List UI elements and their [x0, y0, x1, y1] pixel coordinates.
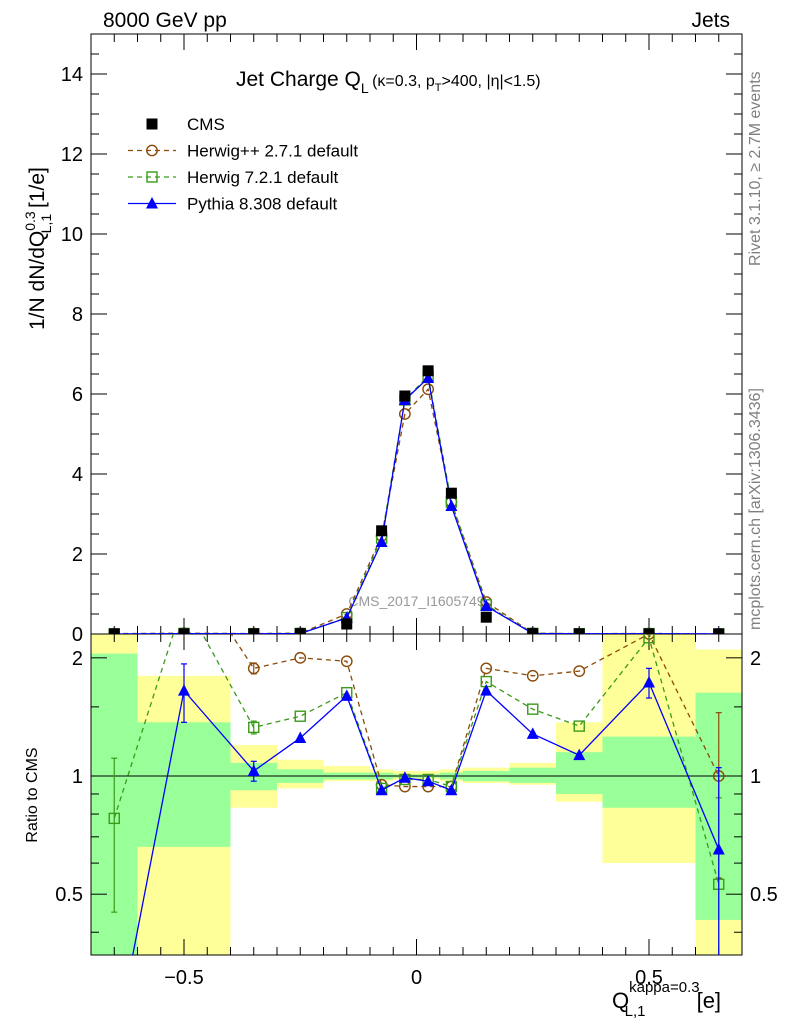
- main-point-cms: [178, 628, 190, 634]
- ratio-y-tick-label-right: 1: [750, 766, 761, 788]
- main-point-cms: [422, 365, 434, 377]
- ratio-point-herwig-2-7-1-default: [109, 557, 119, 567]
- ratio-y-tick-label-left: 0.5: [55, 884, 83, 906]
- ratio-x-tick-label: −0.5: [164, 967, 203, 989]
- main-series-cms: [108, 365, 725, 634]
- ratio-y-tick-label-left: 1: [72, 766, 83, 788]
- main-point-cms: [376, 525, 388, 537]
- legend-marker: [146, 118, 158, 130]
- main-y-tick-label: 6: [72, 384, 83, 406]
- main-y-tick-label: 2: [72, 544, 83, 566]
- main-y-tick-label: 0: [72, 624, 83, 646]
- legend-entry-label: Herwig++ 2.7.1 default: [187, 142, 358, 161]
- main-point-herwig-2-7-1-default: [398, 408, 411, 420]
- main-point-cms: [399, 390, 411, 402]
- ratio-line-herwig-2-7-1-default: [230, 634, 720, 788]
- ratio-point-herwig-2-7-1-default: [480, 662, 493, 675]
- ratio-point-pythia-8-308-default: [398, 771, 411, 783]
- energy-label: 8000 GeV pp: [103, 9, 227, 32]
- main-point-cms: [108, 628, 120, 634]
- ratio-point-herwig-7-2-1-default: [643, 634, 655, 644]
- ratio-line-herwig-7-2-1-default: [113, 634, 720, 885]
- ratio-point-herwig-2-7-1-default: [340, 655, 353, 668]
- analysis-watermark: CMS_2017_I1605749: [348, 593, 484, 609]
- main-y-tick-label: 12: [61, 144, 83, 166]
- main-point-pythia-8-308-default: [480, 599, 493, 611]
- ratio-x-tick-label: 0.5: [635, 967, 663, 989]
- ratio-series-pythia-8-308-default: [132, 663, 725, 955]
- process-label: Jets: [691, 9, 730, 32]
- ratio-y-tick-label-left: 2: [72, 648, 83, 670]
- ratio-point-pythia-8-308-default: [445, 783, 458, 796]
- ratio-x-tick-label: 0: [411, 967, 422, 989]
- main-y-axis-label: 1/N dN/dQ0.3L,1 [1/e]: [22, 167, 54, 330]
- ratio-y-tick-label-right: 2: [750, 648, 761, 670]
- ratio-x-axis-label: Qkappa=0.3 L,1 [e]: [612, 979, 721, 1020]
- ratio-point-herwig-2-7-1-default: [247, 662, 260, 675]
- ratio-point-herwig-7-2-1-default: [108, 812, 120, 825]
- ratio-point-pythia-8-308-default: [375, 783, 388, 796]
- ratio-point-herwig-7-2-1-default: [294, 710, 306, 722]
- ratio-line-pythia-8-308-default: [132, 681, 720, 955]
- main-point-cms: [480, 611, 492, 623]
- main-line-pythia-8-308-default: [114, 376, 719, 634]
- stat-band-bin: [137, 722, 231, 847]
- main-point-cms: [341, 618, 353, 630]
- main-y-tick-label: 8: [72, 304, 83, 326]
- main-point-cms: [445, 487, 457, 499]
- main-point-pythia-8-308-default: [445, 499, 458, 511]
- main-y-tick-label: 4: [72, 464, 83, 486]
- ratio-point-herwig-2-7-1-default: [573, 665, 586, 678]
- main-point-herwig-2-7-1-default: [422, 383, 435, 396]
- ratio-y-tick-label-right: 0.5: [750, 884, 778, 906]
- ratio-point-herwig-2-7-1-default: [179, 557, 189, 567]
- main-point-cms: [643, 628, 655, 634]
- legend-marker: [146, 171, 158, 183]
- ratio-point-herwig-7-2-1-default: [179, 595, 189, 605]
- ratio-point-herwig-2-7-1-default: [526, 669, 539, 682]
- ratio-y-axis-label: Ratio to CMS: [24, 747, 41, 842]
- ratio-point-pythia-8-308-default: [340, 689, 353, 701]
- main-y-tick-label: 14: [61, 64, 83, 86]
- main-point-pythia-8-308-default: [422, 371, 435, 383]
- ratio-point-pythia-8-308-default: [294, 731, 307, 743]
- main-point-cms: [527, 628, 539, 634]
- ratio-point-pythia-8-308-default: [526, 727, 539, 739]
- ratio-point-pythia-8-308-default: [480, 684, 493, 696]
- main-point-pythia-8-308-default: [375, 535, 388, 547]
- legend: CMS Herwig++ 2.7.1 default Herwig 7.2.1 de…: [128, 115, 358, 214]
- main-point-cms: [713, 628, 725, 634]
- ratio-point-pythia-8-308-default: [247, 764, 260, 776]
- ratio-point-herwig-2-7-1-default: [294, 651, 307, 664]
- legend-entry-label: Herwig 7.2.1 default: [187, 168, 338, 187]
- ratio-point-herwig-7-2-1-default: [527, 703, 539, 715]
- legend-entry-label: Pythia 8.308 default: [187, 195, 338, 214]
- legend-marker: [146, 144, 158, 157]
- legend-entry-label: CMS: [187, 115, 225, 134]
- ratio-point-pythia-8-308-default: [712, 842, 725, 855]
- stat-band-bin: [509, 767, 556, 783]
- main-y-tick-label: 10: [61, 224, 83, 246]
- ratio-point-pythia-8-308-default: [422, 774, 435, 787]
- main-title: Jet Charge QL (κ=0.3, pT>400, |η|<1.5): [236, 68, 541, 96]
- main-point-cms: [248, 628, 260, 634]
- ratio-point-pythia-8-308-default: [643, 676, 655, 688]
- ratio-point-herwig-7-2-1-default: [573, 720, 585, 732]
- main-point-cms: [573, 628, 585, 634]
- ratio-point-pythia-8-308-default: [573, 748, 586, 761]
- legend-marker: [146, 197, 158, 209]
- uncertainty-bands: [91, 634, 742, 955]
- stat-band-bin: [602, 736, 696, 808]
- main-point-cms: [294, 628, 306, 634]
- ratio-point-pythia-8-308-default: [178, 684, 190, 696]
- ratio-point-herwig-7-2-1-default: [248, 721, 260, 734]
